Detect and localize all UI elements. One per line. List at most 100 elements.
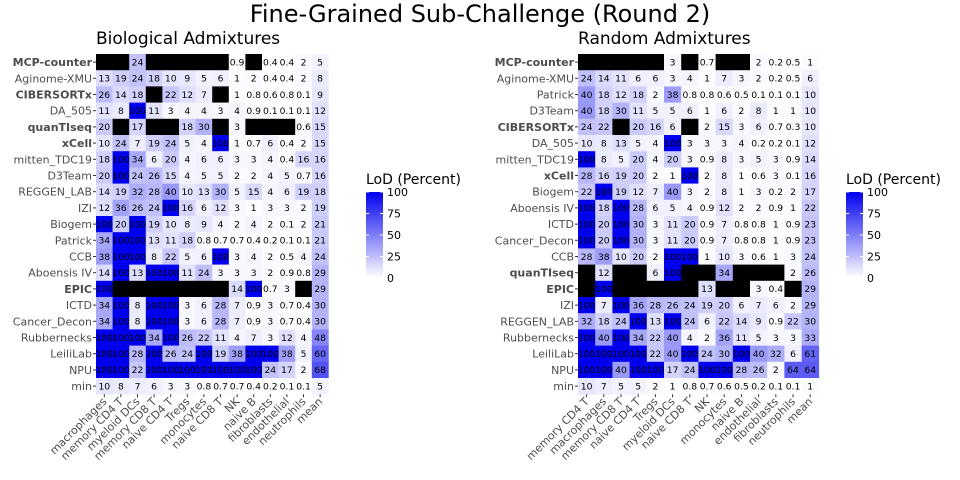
heatmap-cell — [278, 102, 296, 120]
heatmap-cell — [715, 232, 734, 249]
cell-value: 100 — [129, 252, 147, 263]
heatmap-cell — [681, 70, 699, 87]
cell-value: 100 — [212, 138, 230, 149]
cell-value: 100 — [245, 365, 263, 376]
heatmap-cell — [96, 86, 113, 103]
cell-value: 7 — [135, 138, 141, 149]
cell-value: 100 — [612, 219, 630, 230]
row-label: MCP-counter — [495, 56, 575, 69]
heatmap-cell — [629, 297, 648, 314]
heatmap-cell — [162, 313, 180, 330]
cell-value: 0.1 — [296, 106, 311, 117]
heatmap-cell — [750, 118, 768, 136]
heatmap-cell — [595, 264, 613, 282]
heatmap-cell — [698, 183, 716, 201]
heatmap-cell — [629, 216, 648, 233]
heatmap-cell — [96, 264, 113, 282]
cell-value: 11 — [615, 74, 627, 85]
heatmap-cell — [212, 151, 230, 168]
heatmap-cell — [664, 378, 682, 395]
heatmap-cell — [732, 199, 751, 217]
heatmap-cell — [646, 167, 665, 184]
heatmap-cell — [262, 167, 279, 184]
cell-value: 48 — [314, 333, 326, 344]
heatmap-cell — [112, 361, 130, 379]
heatmap-cell — [629, 183, 648, 201]
cell-value: 20 — [684, 236, 696, 247]
heatmap-cell — [767, 151, 785, 168]
heatmap-cell — [767, 102, 785, 120]
cell-value: 100 — [612, 203, 630, 214]
cell-value: 4 — [251, 219, 257, 230]
heatmap-cell — [262, 345, 279, 363]
cell-value: 0.1 — [296, 381, 311, 392]
cell-value: 22 — [718, 317, 730, 328]
cell-value: 0.8 — [700, 90, 715, 101]
heatmap-cell — [612, 378, 630, 395]
heatmap-cell — [595, 86, 613, 103]
cell-value: 16 — [298, 155, 310, 166]
heatmap-cell — [228, 151, 246, 168]
cell-value: 8 — [317, 74, 323, 85]
heatmap-cell — [578, 135, 596, 152]
cell-value: 34 — [98, 300, 110, 311]
cell-value: 5 — [201, 74, 207, 85]
cell-value: 3 — [184, 300, 190, 311]
heatmap-cell — [784, 378, 802, 395]
heatmap-cell — [179, 264, 196, 282]
heatmap-cell — [784, 280, 802, 298]
cell-value: 11 — [632, 106, 644, 117]
heatmap-cell — [801, 280, 820, 298]
heatmap-cell — [129, 54, 147, 71]
cell-value: 3 — [773, 171, 779, 182]
heatmap-cell — [681, 232, 699, 249]
heatmap-cell — [179, 361, 196, 379]
heatmap-cell — [212, 313, 230, 330]
cell-value: 6 — [652, 74, 658, 85]
row-label: LeiliLab — [532, 348, 574, 361]
heatmap-cell — [646, 345, 665, 363]
heatmap-cell — [612, 102, 630, 120]
heatmap-cell — [664, 313, 682, 330]
cell-value: 100 — [578, 333, 596, 344]
cell-value: 34 — [148, 333, 160, 344]
heatmap-cell — [295, 70, 313, 87]
heatmap-cell — [681, 86, 699, 103]
cell-value: 3 — [790, 252, 796, 263]
panel-title: Random Admixtures — [578, 29, 751, 49]
cell-value: 2 — [652, 252, 658, 263]
heatmap-cell — [578, 167, 596, 184]
heatmap-cell — [245, 280, 263, 298]
cell-value: 0.4 — [246, 236, 261, 247]
heatmap-cell — [162, 378, 180, 395]
heatmap-cell — [212, 232, 230, 249]
heatmap-cell — [750, 151, 768, 168]
cell-value: 100 — [96, 284, 114, 295]
heatmap-cell — [228, 264, 246, 282]
cell-value: 3 — [670, 57, 676, 68]
cell-value: 6 — [704, 317, 710, 328]
cell-value: 100 — [129, 106, 147, 117]
cell-value: 100 — [612, 236, 630, 247]
heatmap-cell — [295, 361, 313, 379]
cell-value: 100 — [612, 349, 630, 360]
heatmap-cell — [578, 199, 596, 217]
cell-value: 0.8 — [751, 236, 766, 247]
cell-value: 8 — [601, 138, 607, 149]
cell-value: 24 — [148, 203, 160, 214]
heatmap-cell — [262, 70, 279, 87]
heatmap-cell — [295, 86, 313, 103]
cell-value: 0.9 — [768, 203, 783, 214]
heatmap-cell — [195, 86, 213, 103]
cell-value: 4 — [251, 252, 257, 263]
heatmap-cell — [112, 70, 130, 87]
heatmap-cell — [681, 216, 699, 233]
heatmap-cell — [145, 280, 163, 298]
row-label: Rubbernecks — [503, 332, 574, 345]
cell-value: 11 — [667, 219, 679, 230]
row-label: Aboensis IV — [28, 267, 92, 280]
cell-value: 0.4 — [280, 74, 295, 85]
heatmap-cell — [750, 167, 768, 184]
heatmap-cell — [698, 248, 716, 265]
heatmap-cell — [212, 167, 230, 184]
